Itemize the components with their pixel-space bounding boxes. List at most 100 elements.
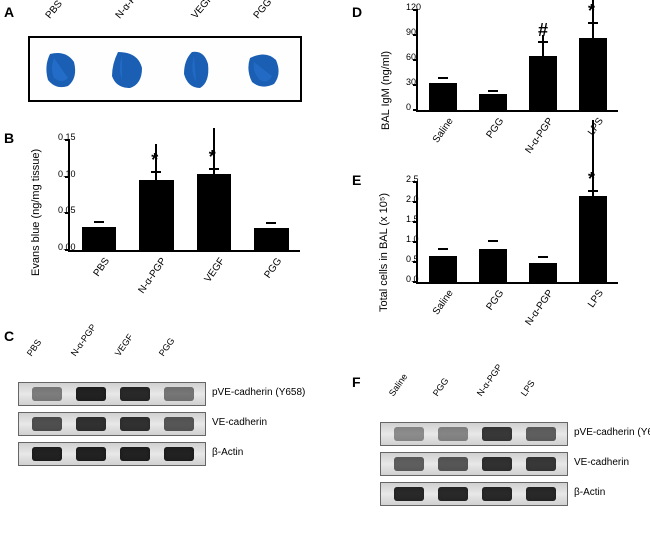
blot-band: [438, 427, 469, 441]
blot-band: [526, 457, 557, 471]
ytick-label: 0.00: [58, 242, 64, 252]
blot-strip: [380, 482, 568, 506]
blot-band: [394, 487, 425, 501]
blot-band: [32, 417, 63, 431]
ytick-label: 1.0: [406, 234, 412, 244]
sig-marker: *: [151, 150, 158, 171]
ytick-label: 0: [406, 102, 412, 112]
blot-band: [526, 487, 557, 501]
panel-label-f: F: [352, 374, 361, 390]
error-cap: [538, 41, 548, 43]
panel-d-plot: 0306090120SalinePGG#N-α-PGP*LPS: [416, 10, 618, 112]
ytick-label: 1.5: [406, 214, 412, 224]
blot-band: [164, 447, 195, 461]
panel-b-plot: 0.000.050.100.15PBS*N-α-PGP*VEGFPGG: [68, 140, 300, 252]
ytick-label: 0.0: [406, 274, 412, 284]
bar: [529, 263, 557, 282]
blot-lane-label: PGG: [430, 376, 450, 398]
x-label: LPS: [586, 288, 606, 310]
blot-row-label: β-Actin: [574, 487, 605, 498]
panel-label-c: C: [4, 328, 14, 344]
panel-a-cat-2: VEGF: [190, 0, 216, 21]
bar: [429, 256, 457, 282]
blot-band: [482, 427, 513, 441]
sig-marker: *: [588, 1, 595, 22]
blot-row-label: pVE-cadherin (Y658): [212, 387, 305, 398]
panel-d-ylabel: BAL IgM (ng/ml): [380, 10, 392, 130]
panel-a-image-box: PBS N-α-PGP VEGF PGG: [28, 36, 302, 102]
panel-e-ylabel: Total cells in BAL (x 10⁵): [378, 172, 390, 312]
blot-row-label: VE-cadherin: [212, 417, 267, 428]
blot-band: [394, 427, 425, 441]
blot-strip: [18, 382, 206, 406]
panel-a-cat-1: N-α-PGP: [114, 0, 149, 21]
bar: [529, 56, 557, 110]
panel-label-e: E: [352, 172, 361, 188]
ytick-label: 0.10: [58, 169, 64, 179]
blot-band: [76, 447, 107, 461]
error-cap: [588, 190, 598, 192]
bar: [579, 38, 607, 111]
tissue-pgg: [244, 48, 284, 90]
ytick-label: 2.0: [406, 194, 412, 204]
blot-row-label: pVE-cadherin (Y658): [574, 427, 650, 438]
bar: [579, 196, 607, 282]
blot-lane-label: LPS: [518, 378, 536, 398]
panel-b-chart: Evans blue (ng/mg tissue) 0.000.050.100.…: [18, 130, 318, 310]
error-cap: [538, 256, 548, 258]
bar: [197, 174, 232, 250]
panel-d-chart: BAL IgM (ng/ml) 0306090120SalinePGG#N-α-…: [368, 0, 648, 168]
x-label: PGG: [262, 256, 284, 281]
panel-e-chart: Total cells in BAL (x 10⁵) 0.0 0.5 1.0 1.5 2…: [368, 172, 648, 352]
ytick-label: 0.15: [58, 132, 64, 142]
error-cap: [438, 77, 448, 79]
ytick-label: 30: [406, 77, 412, 87]
panel-label-a: A: [4, 4, 14, 20]
bar: [82, 227, 117, 250]
blot-row-label: β-Actin: [212, 447, 243, 458]
blot-lane-label: VEGF: [112, 332, 134, 358]
error-cap: [588, 22, 598, 24]
x-label: Saline: [431, 116, 456, 145]
blot-strip: [380, 452, 568, 476]
ytick-label: 0.5: [406, 254, 412, 264]
blot-band: [32, 447, 63, 461]
x-label: Saline: [431, 288, 456, 317]
bar: [479, 249, 507, 282]
ytick-label: 60: [406, 52, 412, 62]
blot-lane-label: PGG: [156, 336, 176, 358]
panel-b-ylabel: Evans blue (ng/mg tissue): [30, 136, 42, 276]
blot-strip: [18, 442, 206, 466]
bar: [139, 180, 174, 250]
blot-band: [482, 457, 513, 471]
blot-band: [32, 387, 63, 401]
blot-band: [438, 457, 469, 471]
blot-band: [120, 417, 151, 431]
x-label: N-α-PGP: [137, 256, 169, 296]
tissue-vegf: [178, 48, 218, 90]
ytick-label: 0.05: [58, 205, 64, 215]
blot-band: [482, 487, 513, 501]
panel-label-d: D: [352, 4, 362, 20]
sig-marker: *: [588, 169, 595, 190]
blot-band: [394, 457, 425, 471]
error-cap: [209, 168, 219, 170]
x-label: N-α-PGP: [524, 116, 556, 156]
panel-a-cat-0: PBS: [44, 0, 65, 21]
blot-band: [164, 387, 195, 401]
sig-marker: *: [209, 147, 216, 168]
error-cap: [438, 248, 448, 250]
sig-marker: #: [538, 20, 548, 41]
tissue-pbs: [42, 48, 82, 90]
blot-lane-label: PBS: [24, 338, 43, 358]
blot-band: [526, 427, 557, 441]
error-cap: [488, 90, 498, 92]
blot-band: [120, 387, 151, 401]
x-label: PBS: [91, 256, 111, 279]
error-cap: [151, 171, 161, 173]
blot-band: [438, 487, 469, 501]
error-cap: [94, 221, 104, 223]
bar: [254, 228, 289, 250]
blot-band: [120, 447, 151, 461]
tissue-napgp: [108, 48, 148, 90]
